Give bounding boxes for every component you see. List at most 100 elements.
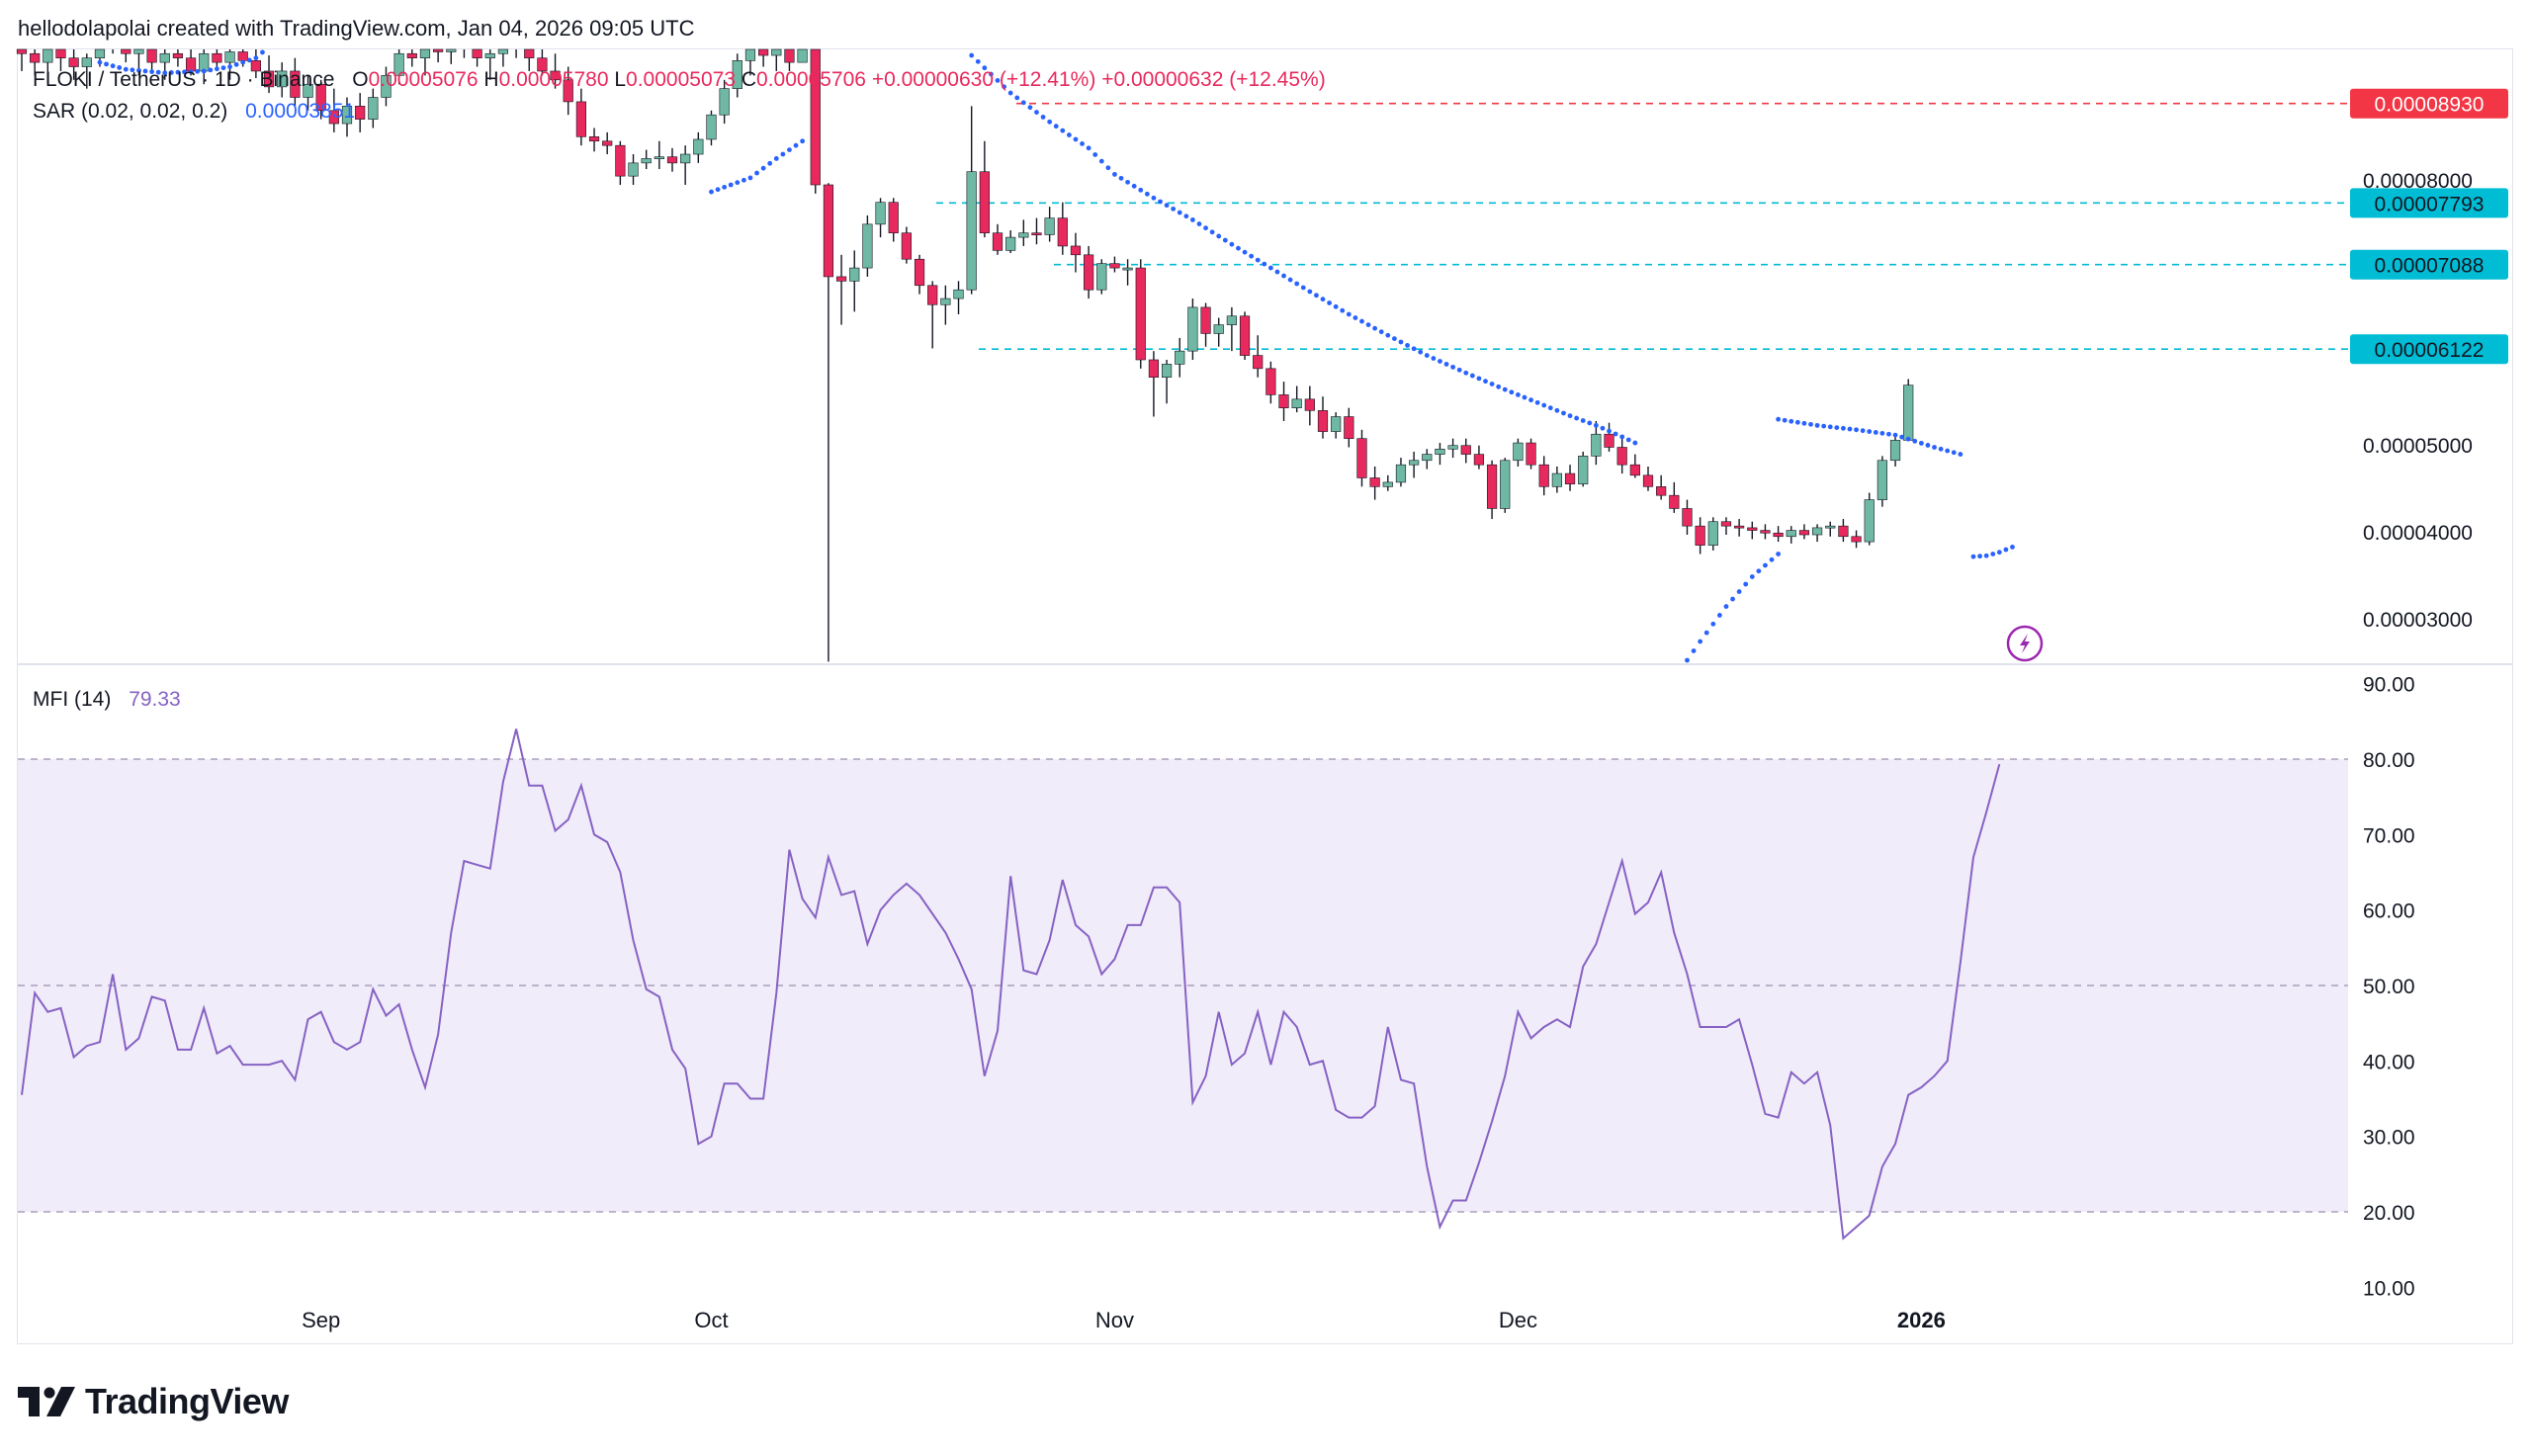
legend-change: +0.00000630 (+12.41%) xyxy=(871,68,1096,91)
sar-dot xyxy=(1385,332,1391,338)
sar-dot xyxy=(1763,562,1768,568)
price-line-label: 0.00008930 xyxy=(2375,94,2485,117)
sar-dot xyxy=(1177,210,1182,215)
sar-dot xyxy=(1294,281,1300,287)
sar-dot xyxy=(1378,329,1384,335)
sar-dot xyxy=(215,66,219,72)
legend-mfi-row: MFI (14) 79.33 xyxy=(33,688,181,712)
lightning-icon[interactable] xyxy=(2006,625,2044,662)
sar-dot xyxy=(201,68,207,74)
candle-body xyxy=(1122,267,1133,271)
candle-body xyxy=(121,48,131,54)
sar-dot xyxy=(1418,349,1424,355)
mfi-pane xyxy=(18,728,2348,1241)
price-line-label: 0.00007793 xyxy=(2375,193,2485,215)
sar-dot xyxy=(1827,424,1833,430)
tradingview-logo[interactable]: TradingView xyxy=(18,1381,289,1422)
sar-dot xyxy=(1716,613,1722,618)
candle-body xyxy=(823,184,834,278)
legend-open-label: O xyxy=(352,68,369,91)
legend-symbol[interactable]: FLOKI / TetherUS · 1D · Binance xyxy=(33,68,335,91)
legend-sar-label[interactable]: SAR (0.02, 0.02, 0.2) xyxy=(33,100,228,123)
sar-dot xyxy=(1229,241,1235,247)
sar-dot xyxy=(1808,421,1813,427)
sar-dot xyxy=(1073,136,1079,142)
candle-body xyxy=(1707,521,1718,546)
candle-body xyxy=(654,156,664,159)
sar-dot xyxy=(1899,434,1905,440)
sar-dot xyxy=(260,49,265,55)
candle-body xyxy=(575,101,586,137)
sar-dot xyxy=(1593,422,1599,428)
candle-body xyxy=(1682,508,1693,527)
sar-dot xyxy=(1977,554,1982,559)
candle-body xyxy=(1044,217,1055,235)
sar-dot xyxy=(1600,425,1606,431)
time-axis[interactable]: Sep Oct Nov Dec 2026 xyxy=(302,1308,1946,1332)
sar-dot xyxy=(1756,568,1762,574)
sar-dot xyxy=(1209,229,1215,235)
candle-body xyxy=(1135,267,1146,361)
sar-dot xyxy=(1262,261,1267,267)
candle-body xyxy=(706,114,717,140)
legend-close-label: C xyxy=(741,68,757,91)
sar-dot xyxy=(142,68,148,74)
candle-body xyxy=(797,48,808,63)
candle-body xyxy=(966,171,977,291)
legend-high: 0.00005780 xyxy=(498,68,609,91)
candle-body xyxy=(602,140,613,146)
sar-dot xyxy=(1353,315,1358,320)
sar-dot xyxy=(1007,90,1013,96)
candle-body xyxy=(1551,472,1562,487)
sar-dot xyxy=(715,187,721,193)
sar-dot xyxy=(735,180,741,186)
sar-dot xyxy=(1691,648,1697,653)
sar-dot xyxy=(97,59,103,65)
candle-body xyxy=(1864,499,1875,543)
sar-dot xyxy=(208,67,214,73)
candle-body xyxy=(1148,359,1160,379)
sar-dot xyxy=(233,61,239,67)
sar-dot xyxy=(787,147,792,153)
candle-body xyxy=(1031,232,1042,235)
candle-body xyxy=(875,202,886,225)
sar-dot xyxy=(175,69,181,75)
candle-body xyxy=(212,52,222,63)
sar-dot xyxy=(130,67,135,73)
sar-dot xyxy=(800,138,805,144)
sar-dot xyxy=(1255,257,1261,263)
price-axis[interactable]: 0.00008000 0.00005000 0.00004000 0.00003… xyxy=(2363,170,2473,632)
sar-dot xyxy=(1528,397,1533,403)
legend-mfi-label[interactable]: MFI (14) xyxy=(33,688,112,711)
sar-dot xyxy=(2003,547,2009,553)
candle-body xyxy=(172,52,184,58)
sar-dot xyxy=(1502,386,1508,392)
sar-dot xyxy=(975,58,981,64)
price-tick-label: 0.00003000 xyxy=(2363,609,2473,632)
sar-dot xyxy=(1951,450,1957,456)
sar-dot xyxy=(188,69,194,74)
sar-dot xyxy=(1151,195,1157,201)
candle-body xyxy=(146,48,157,63)
sar-dot xyxy=(1112,171,1117,177)
sar-dot xyxy=(1932,445,1937,450)
sar-dot xyxy=(1554,407,1560,413)
sar-dot xyxy=(1118,175,1124,181)
mfi-tick-label: 80.00 xyxy=(2363,749,2415,772)
sar-dot xyxy=(1138,187,1144,193)
sar-dot xyxy=(1522,394,1527,400)
candle-body xyxy=(277,70,288,88)
sar-dot xyxy=(1794,419,1800,425)
sar-dot xyxy=(155,69,161,75)
sar-dot xyxy=(1398,339,1404,345)
candle-body xyxy=(315,83,326,112)
candle-body xyxy=(1304,398,1315,411)
candle-body xyxy=(497,48,509,54)
sar-dot xyxy=(1267,265,1273,271)
mfi-axis[interactable]: 90.00 80.00 70.00 60.00 50.00 40.00 30.00 20.00… xyxy=(2363,674,2415,1301)
candle-body xyxy=(433,48,444,52)
sar-dot xyxy=(1359,318,1364,324)
sar-dot xyxy=(1938,446,1944,452)
sar-dot xyxy=(195,68,201,74)
